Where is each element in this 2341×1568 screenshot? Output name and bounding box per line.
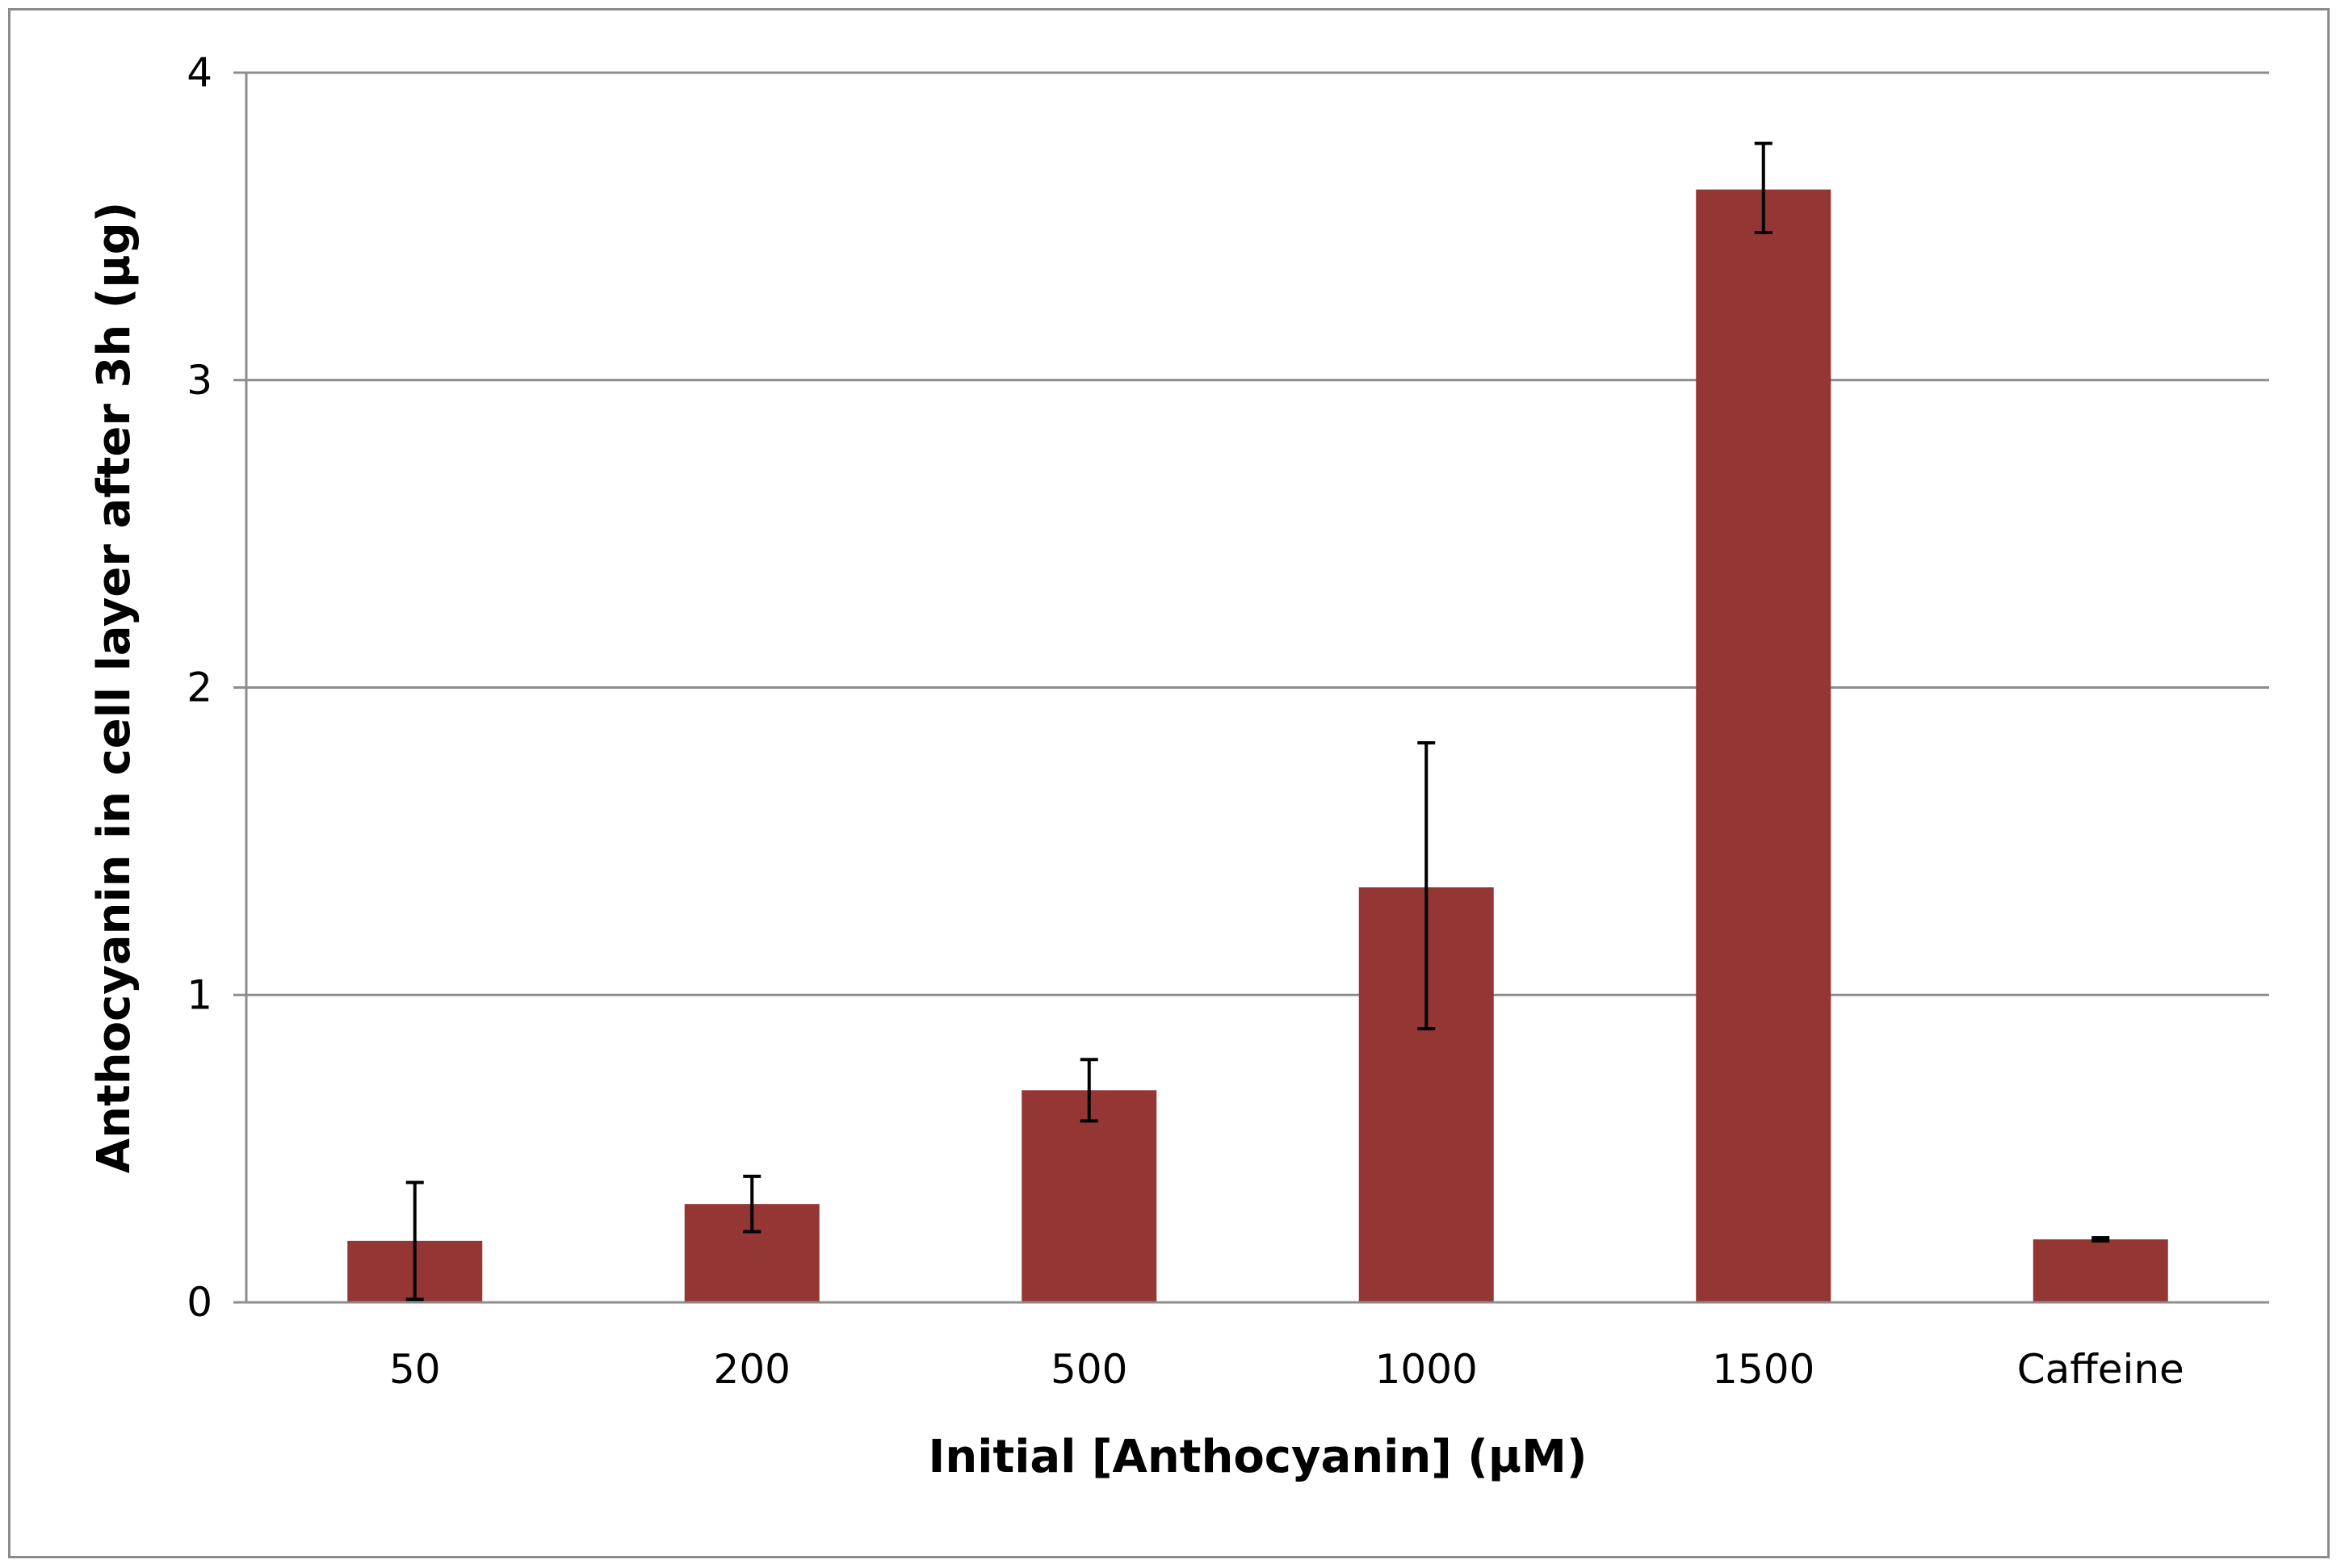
y-tick-label: 3 (187, 357, 212, 404)
x-tick-label: 1500 (1712, 1346, 1814, 1393)
y-tick-labels: 0 1 2 3 4 (187, 49, 212, 1326)
x-tick-labels: 50 200 500 1000 1500 Caffeine (389, 1346, 2184, 1393)
x-tick-label: 50 (389, 1346, 441, 1393)
error-bar-1000 (1417, 741, 1436, 1031)
x-axis-title: Initial [Anthocyanin] (µM) (929, 1431, 1588, 1483)
error-bar-500 (1080, 1058, 1098, 1123)
bar-500 (1022, 1090, 1157, 1302)
y-tick-label: 0 (187, 1279, 212, 1326)
gridlines (246, 71, 2269, 996)
x-tick-label: Caffeine (2017, 1346, 2184, 1393)
y-tick-label: 2 (187, 665, 212, 711)
x-tick-label: 1000 (1375, 1346, 1478, 1393)
y-tick-label: 4 (187, 49, 212, 96)
x-tick-label: 500 (1051, 1346, 1127, 1393)
bar-caffeine (2033, 1239, 2168, 1302)
bar-1500 (1696, 189, 1831, 1302)
y-axis-title: Anthocyanin in cell layer after 3h (µg) (88, 202, 141, 1174)
error-bar-50 (405, 1180, 424, 1302)
axes (233, 71, 2269, 1304)
x-tick-label: 200 (714, 1346, 791, 1393)
error-bar-200 (743, 1174, 761, 1234)
error-bar-1500 (1754, 141, 1773, 234)
bars (347, 141, 2168, 1302)
y-tick-label: 1 (187, 971, 212, 1018)
error-bar-caffeine (2091, 1236, 2110, 1243)
